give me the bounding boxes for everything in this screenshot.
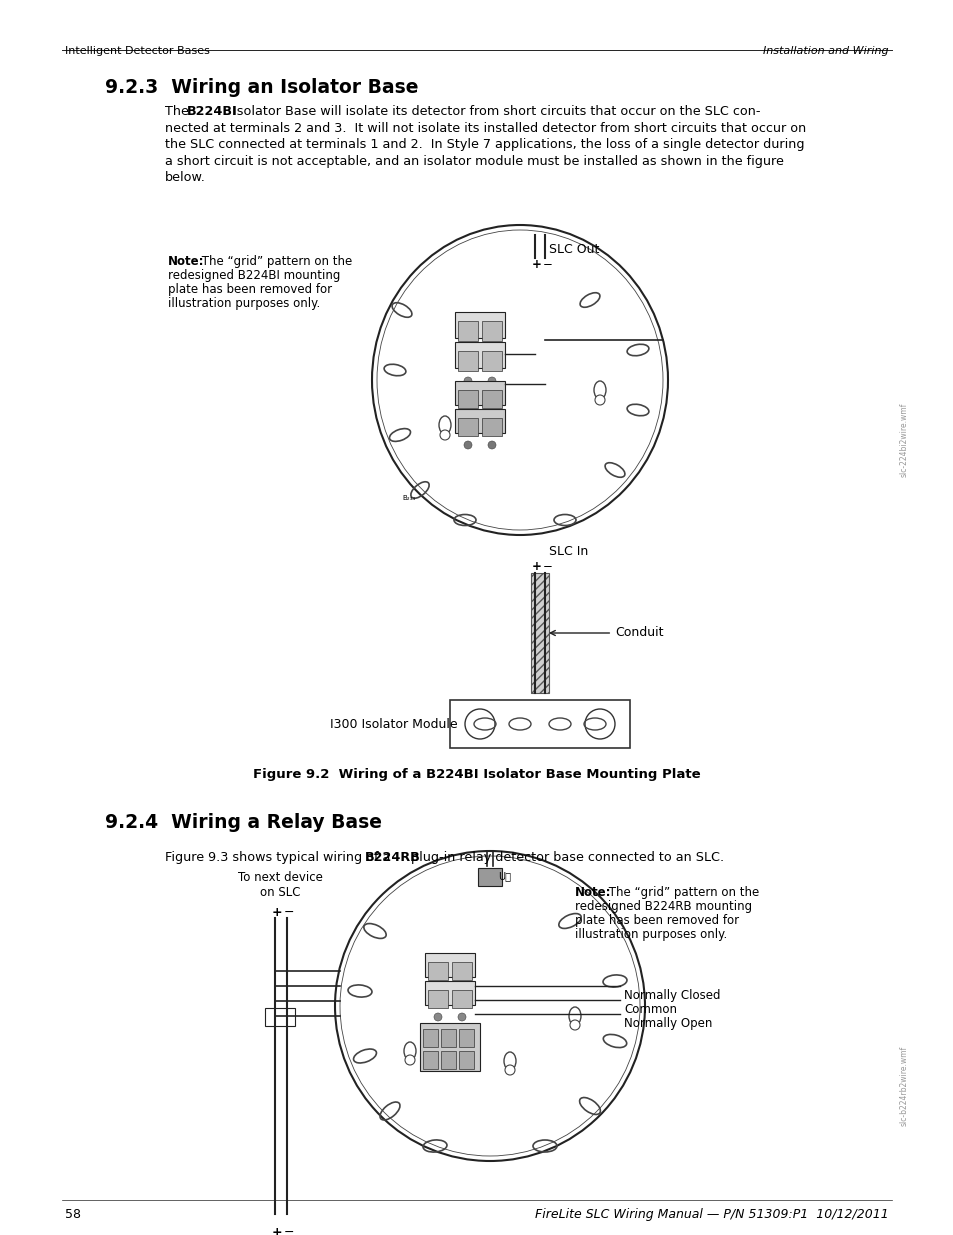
Text: 9.2.3  Wiring an Isolator Base: 9.2.3 Wiring an Isolator Base — [105, 78, 418, 98]
Bar — [457, 321, 477, 341]
Bar — [481, 321, 501, 341]
Text: the SLC connected at terminals 1 and 2.  In Style 7 applications, the loss of a : the SLC connected at terminals 1 and 2. … — [165, 138, 803, 151]
Bar — [440, 1029, 456, 1047]
Circle shape — [457, 986, 465, 993]
Text: SLC In: SLC In — [548, 545, 588, 558]
Text: The “grid” pattern on the: The “grid” pattern on the — [604, 885, 759, 899]
Text: redesigned B224BI mounting: redesigned B224BI mounting — [168, 269, 340, 282]
Bar — [457, 351, 477, 370]
Bar — [419, 1023, 479, 1071]
Text: illustration purposes only.: illustration purposes only. — [168, 296, 320, 310]
Text: 58: 58 — [65, 1208, 81, 1221]
Text: +: + — [532, 559, 541, 573]
Text: Conduit: Conduit — [550, 626, 662, 640]
Bar — [458, 1051, 474, 1070]
Text: B224BI: B224BI — [187, 105, 237, 119]
Bar — [481, 417, 501, 436]
Circle shape — [434, 986, 441, 993]
Bar — [455, 312, 504, 338]
Text: on SLC: on SLC — [259, 885, 300, 899]
Text: −: − — [542, 258, 553, 270]
Bar — [450, 700, 629, 748]
Text: below.: below. — [165, 170, 206, 184]
Bar — [424, 981, 475, 1005]
Text: +: + — [532, 258, 541, 270]
Text: redesigned B224RB mounting: redesigned B224RB mounting — [575, 900, 751, 913]
Bar — [455, 382, 504, 405]
Text: I300 Isolator Module: I300 Isolator Module — [330, 718, 457, 731]
Bar — [458, 1029, 474, 1047]
Text: SLC Out: SLC Out — [548, 243, 598, 256]
Bar — [481, 351, 501, 370]
Circle shape — [463, 441, 472, 450]
Text: Normally Open: Normally Open — [623, 1016, 712, 1030]
Bar — [481, 390, 501, 408]
Text: Intelligent Detector Bases: Intelligent Detector Bases — [65, 46, 210, 56]
Bar — [422, 1029, 437, 1047]
Text: a short circuit is not acceptable, and an isolator module must be installed as s: a short circuit is not acceptable, and a… — [165, 154, 783, 168]
Bar — [457, 417, 477, 436]
Circle shape — [434, 1013, 441, 1021]
Circle shape — [463, 347, 472, 354]
Bar — [428, 990, 448, 1008]
Text: Note:: Note: — [575, 885, 611, 899]
Text: +: + — [272, 906, 282, 919]
Bar — [440, 1051, 456, 1070]
Circle shape — [457, 1013, 465, 1021]
Text: −: − — [542, 559, 553, 573]
Bar — [457, 390, 477, 408]
Text: To next device: To next device — [237, 871, 322, 884]
Text: Isolator Base will isolate its detector from short circuits that occur on the SL: Isolator Base will isolate its detector … — [229, 105, 760, 119]
Text: −: − — [284, 906, 294, 919]
Circle shape — [463, 377, 472, 385]
Text: B₂₃₄: B₂₃₄ — [401, 495, 415, 501]
Circle shape — [439, 430, 450, 440]
Circle shape — [488, 347, 496, 354]
Bar — [455, 342, 504, 368]
Text: slc-b224rb2wire.wmf: slc-b224rb2wire.wmf — [899, 1046, 908, 1126]
Text: illustration purposes only.: illustration purposes only. — [575, 927, 726, 941]
Circle shape — [463, 412, 472, 421]
Text: plug-in relay detector base connected to an SLC.: plug-in relay detector base connected to… — [407, 851, 723, 864]
Circle shape — [488, 377, 496, 385]
Bar — [477, 868, 501, 885]
Text: 9.2.4  Wiring a Relay Base: 9.2.4 Wiring a Relay Base — [105, 813, 381, 832]
Circle shape — [405, 1055, 415, 1065]
Text: Common: Common — [623, 1003, 677, 1016]
Text: Figure 9.3 shows typical wiring of a: Figure 9.3 shows typical wiring of a — [165, 851, 394, 864]
Bar — [452, 962, 472, 981]
Circle shape — [595, 395, 604, 405]
Text: plate has been removed for: plate has been removed for — [168, 283, 332, 296]
Text: Normally Closed: Normally Closed — [623, 989, 720, 1002]
Text: +: + — [272, 1226, 282, 1235]
Bar — [455, 409, 504, 433]
Bar — [422, 1051, 437, 1070]
Text: Installation and Wiring: Installation and Wiring — [762, 46, 888, 56]
Bar — [452, 990, 472, 1008]
Bar — [531, 573, 548, 693]
Text: Figure 9.2  Wiring of a B224BI Isolator Base Mounting Plate: Figure 9.2 Wiring of a B224BI Isolator B… — [253, 768, 700, 781]
Circle shape — [488, 412, 496, 421]
Bar — [424, 953, 475, 977]
Text: U⸗: U⸗ — [497, 871, 511, 881]
Circle shape — [504, 1065, 515, 1074]
Text: nected at terminals 2 and 3.  It will not isolate its installed detector from sh: nected at terminals 2 and 3. It will not… — [165, 121, 805, 135]
Text: B224RB: B224RB — [365, 851, 420, 864]
Text: Note:: Note: — [168, 254, 204, 268]
Circle shape — [488, 441, 496, 450]
Text: plate has been removed for: plate has been removed for — [575, 914, 739, 927]
Bar — [428, 962, 448, 981]
Text: The: The — [165, 105, 193, 119]
Text: FireLite SLC Wiring Manual — P/N 51309:P1  10/12/2011: FireLite SLC Wiring Manual — P/N 51309:P… — [535, 1208, 888, 1221]
Text: The “grid” pattern on the: The “grid” pattern on the — [198, 254, 352, 268]
Text: slc-224bi2wire.wmf: slc-224bi2wire.wmf — [899, 403, 908, 477]
Text: −: − — [284, 1226, 294, 1235]
Bar — [265, 1008, 294, 1026]
Circle shape — [569, 1020, 579, 1030]
